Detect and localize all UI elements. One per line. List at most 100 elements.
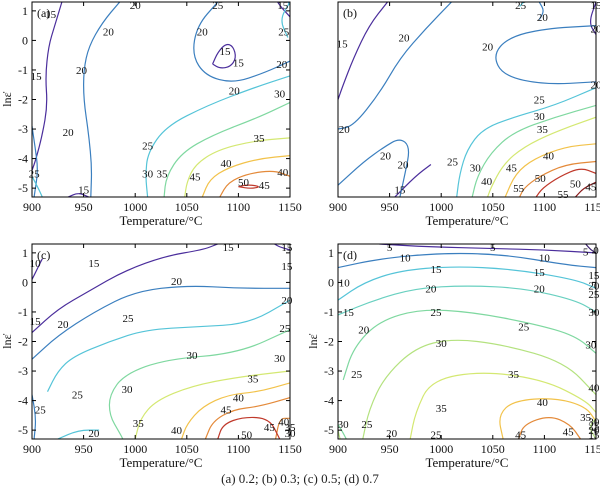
- contour-label: 45: [506, 162, 518, 174]
- x-tick-label: 1050: [175, 442, 199, 456]
- contour-label: 5: [583, 246, 589, 258]
- contour-label: 20: [399, 32, 411, 44]
- contour-label: 25: [122, 313, 134, 325]
- x-tick-label: 1100: [533, 200, 557, 214]
- contour-label: 20: [197, 27, 209, 39]
- contour-line-5: [379, 244, 596, 254]
- contour-line-10: [338, 252, 596, 269]
- x-tick-label: 950: [381, 200, 399, 214]
- contour-line-50: [217, 416, 281, 439]
- contour-label: 25: [515, 0, 527, 12]
- contour-line-25: [456, 87, 596, 197]
- x-tick-label: 1150: [584, 442, 600, 456]
- contour-line-15: [274, 244, 290, 251]
- contour-line-30: [362, 339, 596, 439]
- contour-label: 25: [361, 419, 373, 431]
- contour-line-20: [32, 394, 37, 439]
- contour-line-15: [212, 43, 236, 69]
- contour-label: 20: [534, 283, 546, 295]
- y-tick-label: 0: [328, 275, 334, 289]
- contour-label: 30: [274, 353, 286, 365]
- x-tick-label: 1050: [481, 200, 505, 214]
- contour-label: 35: [254, 133, 266, 145]
- contour-label: 20: [358, 325, 370, 337]
- contour-line-35: [184, 137, 290, 197]
- y-axis-label: lnε̇: [306, 333, 320, 348]
- contour-label: 25: [29, 168, 41, 180]
- y-axis-label: lnε̇: [0, 333, 14, 348]
- contour-label: 25: [588, 421, 600, 433]
- contour-label: 15: [31, 71, 43, 83]
- contour-label: 20: [88, 428, 100, 440]
- contour-lines: [32, 2, 290, 197]
- y-tick-label: -1: [324, 305, 334, 319]
- contour-label: 25: [447, 157, 459, 169]
- contour-label: 30: [121, 384, 133, 396]
- contour-label: 15: [588, 270, 600, 282]
- y-tick-label: 0: [22, 275, 28, 289]
- contour-line-40: [499, 398, 596, 439]
- contour-label: 40: [481, 176, 493, 188]
- x-tick-label: 900: [329, 200, 347, 214]
- x-tick-label: 1000: [429, 200, 453, 214]
- contour-line-45: [219, 170, 290, 197]
- contour-label: 20: [76, 65, 88, 77]
- contour-label: 30: [338, 419, 350, 431]
- contour-label: 10: [30, 258, 42, 270]
- contour-line-45: [275, 417, 290, 439]
- contour-line-35: [134, 370, 290, 439]
- contour-label: 30: [588, 416, 600, 428]
- contour-line-35: [487, 116, 596, 197]
- x-tick-label: 1150: [278, 442, 302, 456]
- contour-line-40: [201, 155, 290, 197]
- x-tick-label: 950: [381, 442, 399, 456]
- contour-label: 20: [171, 276, 183, 288]
- plot-frame: [31, 243, 291, 440]
- contour-line-20: [338, 285, 596, 316]
- contour-label: 15: [233, 58, 245, 70]
- contour-line-20: [32, 285, 290, 360]
- y-tick-label: 1: [22, 246, 28, 260]
- contour-label: 25: [35, 404, 47, 416]
- plot-frame: [337, 243, 597, 440]
- x-tick-label: 1100: [533, 442, 557, 456]
- contour-line-55: [574, 181, 596, 197]
- x-tick-label: 1150: [278, 200, 302, 214]
- contour-label: 15: [223, 242, 235, 254]
- contour-label: 25: [212, 0, 224, 12]
- contour-label: 15: [219, 46, 231, 58]
- contour-lines: [338, 2, 596, 197]
- x-tick-label: 900: [23, 442, 41, 456]
- contour-label: 20: [339, 124, 351, 136]
- contour-line-50: [535, 168, 596, 197]
- contour-label: 15: [337, 38, 349, 50]
- contour-label: 20: [591, 80, 600, 92]
- contour-label: 25: [588, 289, 600, 301]
- contour-label: 35: [157, 168, 169, 180]
- contour-label: 40: [233, 393, 245, 405]
- contour-label: 15: [30, 316, 42, 328]
- contour-label: 15: [281, 242, 293, 254]
- y-tick-label: -2: [324, 335, 334, 349]
- panel-label: (d): [343, 248, 357, 262]
- y-tick-label: -3: [18, 364, 28, 378]
- contour-line-20: [193, 2, 290, 82]
- y-tick-label: 1: [328, 246, 334, 260]
- contour-line-20: [338, 139, 410, 197]
- contour-label: 20: [276, 59, 288, 71]
- y-tick-label: -3: [18, 122, 28, 136]
- contour-label: 25: [431, 307, 443, 319]
- contour-label: 35: [508, 369, 520, 381]
- x-tick-label: 950: [75, 200, 93, 214]
- y-tick-label: -1: [18, 63, 28, 77]
- contour-label: 20: [57, 319, 69, 331]
- contour-label: 45: [264, 422, 276, 434]
- contour-line-45: [519, 160, 596, 197]
- x-tick-label: 1100: [227, 200, 251, 214]
- x-tick-label: 1050: [481, 442, 505, 456]
- x-axis-label: Temperature/°C: [120, 213, 203, 228]
